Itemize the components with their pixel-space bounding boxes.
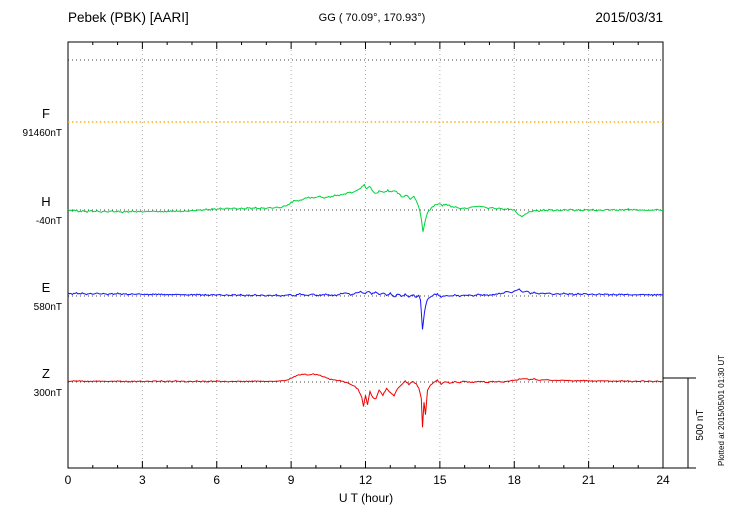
plot-date: 2015/03/31 — [595, 10, 663, 25]
series-trace-E — [67, 288, 664, 330]
station-title: Pebek (PBK) [AARI] — [68, 10, 189, 25]
scalebar-label: 500 nT — [695, 409, 706, 440]
geographic-coords: GG ( 70.09°, 170.93°) — [319, 12, 426, 24]
axes-layer: 0 3 6 9 12 15 18 21 24 — [65, 41, 696, 487]
series-name-F: F — [42, 106, 50, 121]
x-tick-label: 0 — [65, 473, 72, 487]
plotted-at-note: Plotted at 2015/05/01 01:30 UT — [717, 355, 726, 466]
x-tick-label: 24 — [656, 473, 670, 487]
series-baseline-value-Z: 300nT — [34, 388, 62, 399]
x-tick-label: 21 — [582, 473, 596, 487]
series-labels-layer: F 91460nT H -40nT E 580nT Z 300nT — [23, 106, 62, 399]
series-baseline-value-F: 91460nT — [23, 128, 62, 139]
x-tick-label: 12 — [359, 473, 373, 487]
series-layer — [67, 121, 664, 428]
series-baseline-value-H: -40nT — [36, 216, 62, 227]
grid-layer — [68, 42, 663, 468]
series-name-H: H — [41, 194, 50, 209]
series-name-E: E — [42, 280, 51, 295]
series-trace-Z — [67, 373, 664, 428]
series-baseline-value-E: 580nT — [34, 302, 62, 313]
x-tick-label: 9 — [288, 473, 295, 487]
series-trace-H — [67, 183, 664, 232]
x-tick-label: 15 — [433, 473, 447, 487]
x-axis-label: U T (hour) — [339, 491, 393, 505]
series-name-Z: Z — [42, 366, 50, 381]
x-tick-label: 3 — [139, 473, 146, 487]
x-tick-label: 6 — [213, 473, 220, 487]
x-tick-label: 18 — [508, 473, 522, 487]
